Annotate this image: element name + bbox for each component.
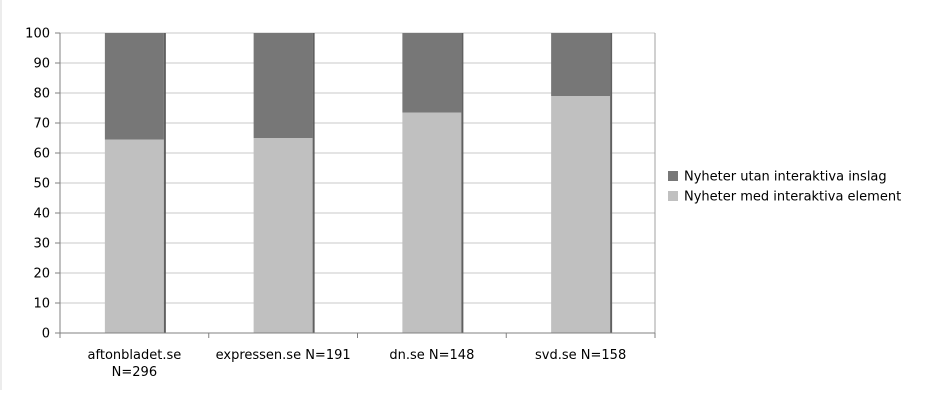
x-tick-label: expressen.se N=191 — [216, 348, 351, 363]
y-tick-label: 50 — [33, 177, 50, 192]
bar-edge — [312, 33, 315, 333]
x-tick-label: aftonbladet.se — [88, 348, 182, 363]
bars — [104, 33, 613, 333]
bar-edge — [163, 33, 166, 333]
y-tick-label: 10 — [33, 297, 50, 312]
legend-swatch — [668, 191, 678, 201]
bar-edge — [610, 33, 613, 333]
bar-segment — [104, 33, 164, 140]
y-tick-label: 40 — [33, 207, 50, 222]
y-tick-label: 90 — [33, 57, 50, 72]
legend: Nyheter utan interaktiva inslag Nyheter m… — [668, 170, 901, 205]
x-tick-label: dn.se N=148 — [389, 348, 474, 363]
y-tick-label: 80 — [33, 87, 50, 102]
x-tick-label: svd.se N=158 — [535, 348, 626, 363]
x-tick-label: N=296 — [112, 365, 157, 380]
bar-edge — [461, 33, 464, 333]
y-tick-label: 100 — [25, 27, 50, 42]
bar-segment — [104, 139, 164, 333]
axes: 0 10 20 30 40 50 60 70 80 90 100 aftonbladet.se N=29… — [25, 27, 656, 380]
legend-label: Nyheter utan interaktiva inslag — [684, 170, 887, 185]
legend-swatch — [668, 171, 678, 181]
bar-segment — [402, 112, 462, 333]
bar-segment — [551, 33, 611, 96]
y-tick-label: 70 — [33, 117, 50, 132]
y-tick-label: 0 — [42, 327, 50, 342]
y-tick-label: 60 — [33, 147, 50, 162]
y-tick-label: 20 — [33, 267, 50, 282]
bar-segment — [551, 96, 611, 333]
bar-segment — [253, 33, 313, 138]
bar-segment — [402, 33, 462, 113]
legend-label: Nyheter med interaktiva element — [684, 190, 901, 205]
bar-segment — [253, 138, 313, 333]
y-tick-label: 30 — [33, 237, 50, 252]
